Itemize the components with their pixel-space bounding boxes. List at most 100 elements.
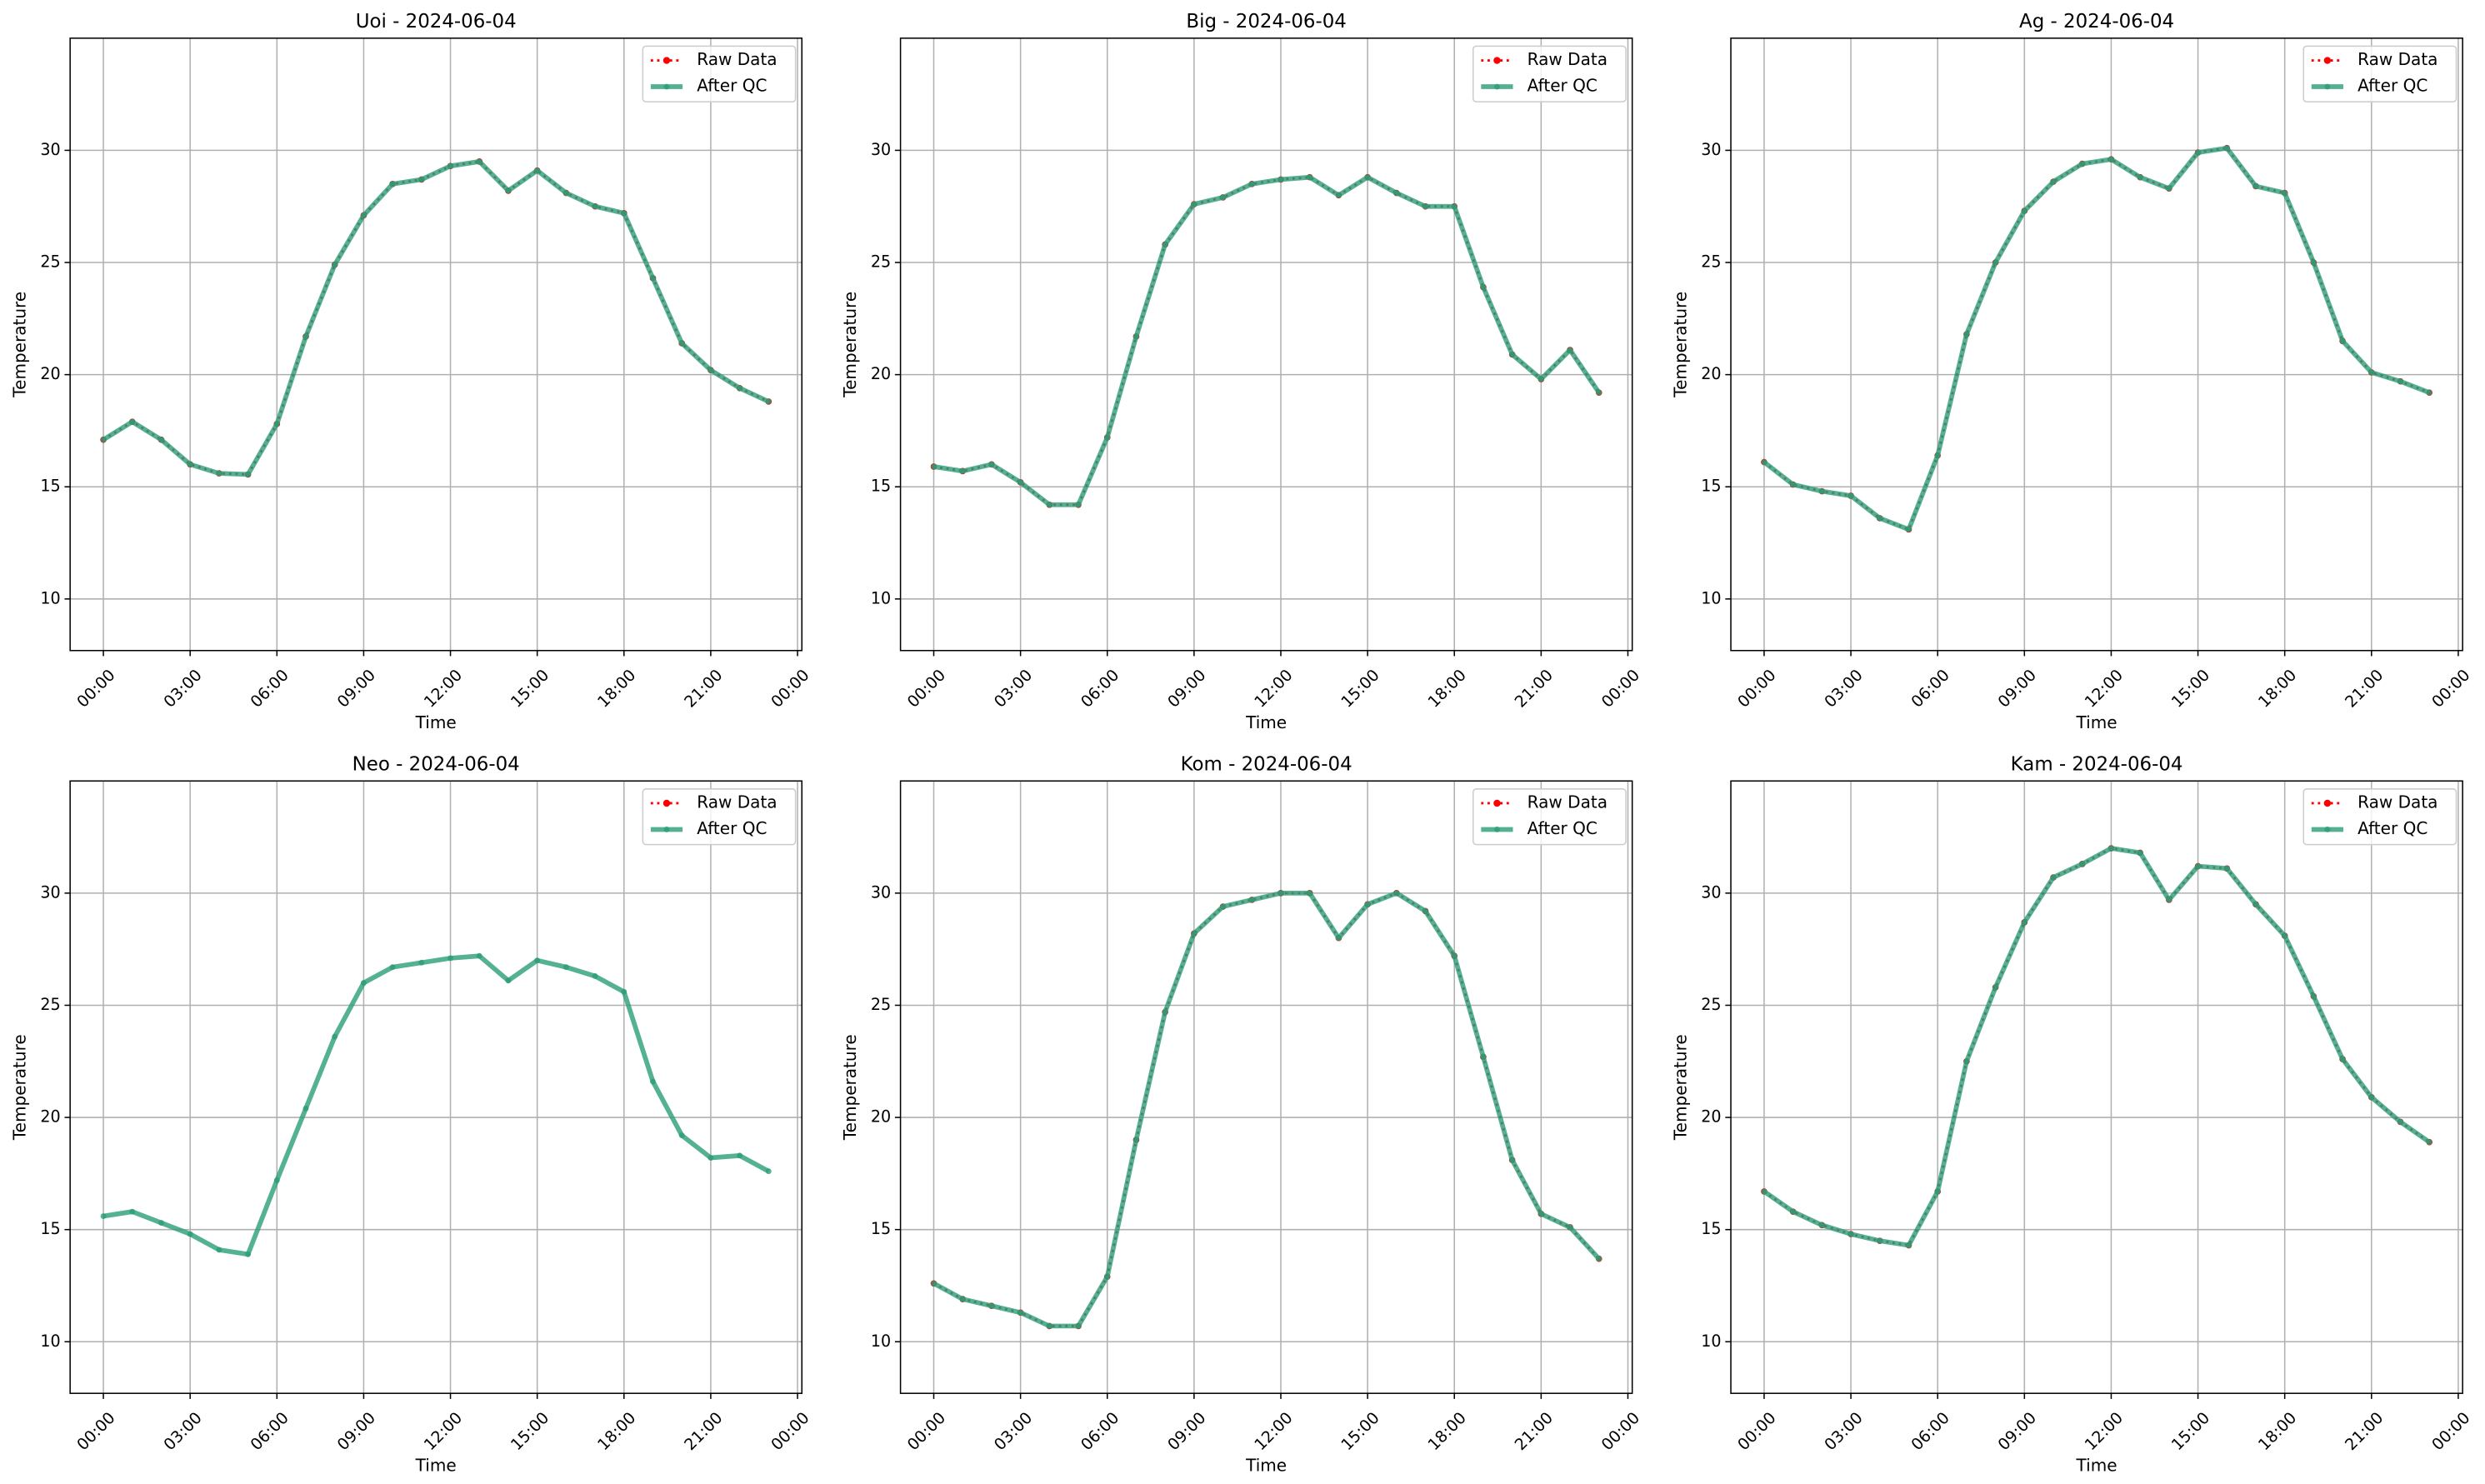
qc-marker xyxy=(1848,492,1854,499)
x-tick-label: 06:00 xyxy=(1908,666,1952,711)
legend: Raw Data After QC xyxy=(642,45,797,102)
qc-marker xyxy=(2166,897,2172,903)
qc-marker xyxy=(1018,1309,1024,1316)
qc-marker xyxy=(1162,242,1168,247)
x-tick-label: 00:00 xyxy=(2428,666,2473,711)
qc-marker xyxy=(2166,185,2172,192)
qc-marker xyxy=(1877,515,1883,522)
y-tick-label: 15 xyxy=(871,1220,891,1238)
legend-label: Raw Data xyxy=(2358,792,2438,812)
x-tick-label: 00:00 xyxy=(2428,1409,2473,1454)
qc-marker xyxy=(2398,378,2403,385)
qc-line xyxy=(1762,145,2431,532)
x-tick-label: 12:00 xyxy=(421,666,466,711)
qc-marker xyxy=(216,1247,222,1253)
x-tick-label: 18:00 xyxy=(594,666,639,711)
x-axis-label: Time xyxy=(415,712,457,732)
chart-title: Kam - 2024-06-04 xyxy=(2011,754,2183,776)
qc-marker xyxy=(2079,161,2086,167)
qc-marker xyxy=(2021,207,2028,214)
axes-frame xyxy=(69,37,802,652)
qc-marker xyxy=(2021,919,2028,926)
plot-area xyxy=(1731,37,2463,651)
x-tick-label: 09:00 xyxy=(1995,666,2040,711)
y-tick-label: 30 xyxy=(871,141,891,159)
qc-marker xyxy=(931,463,937,470)
qc-marker xyxy=(1133,1137,1139,1143)
plot-area xyxy=(900,37,1632,651)
qc-marker xyxy=(2282,932,2288,939)
y-axis-label: Temperature xyxy=(9,1034,29,1141)
qc-marker xyxy=(1906,1242,1912,1248)
qc-marker xyxy=(1335,935,1342,942)
plot-area xyxy=(900,781,1632,1394)
qc-marker xyxy=(988,461,995,467)
qc-marker xyxy=(1046,1322,1052,1329)
axes-frame xyxy=(1730,780,2463,1394)
y-axis-label: Temperature xyxy=(9,292,29,398)
qc-marker xyxy=(302,1105,309,1112)
x-tick-label: 00:00 xyxy=(768,1409,812,1454)
qc-marker xyxy=(621,988,628,995)
x-tick-label: 18:00 xyxy=(594,1409,639,1454)
qc-marker xyxy=(1509,351,1516,357)
qc-marker xyxy=(418,176,425,182)
qc-marker xyxy=(1422,203,1428,210)
qc-marker xyxy=(1818,488,1825,495)
qc-marker xyxy=(448,955,453,962)
qc-marker xyxy=(1248,897,1255,903)
legend-label: After QC xyxy=(697,76,767,96)
y-tick-label: 20 xyxy=(871,365,891,383)
qc-marker xyxy=(1790,1208,1797,1215)
x-axis-label: Time xyxy=(1245,1456,1287,1476)
legend-label: After QC xyxy=(697,818,767,838)
legend-marker xyxy=(2323,57,2332,64)
qc-marker xyxy=(737,385,743,392)
qc-marker xyxy=(678,1132,685,1139)
qc-marker xyxy=(2050,178,2057,185)
legend: Raw Data After QC xyxy=(1472,788,1627,846)
qc-marker xyxy=(245,471,252,477)
legend-label: Raw Data xyxy=(697,792,777,812)
chart-title: Neo - 2024-06-04 xyxy=(352,754,520,776)
qc-marker xyxy=(1220,903,1227,910)
legend-marker xyxy=(1493,827,1500,832)
qc-marker xyxy=(1364,901,1371,907)
legend-marker xyxy=(2324,827,2331,832)
qc-marker xyxy=(650,275,656,282)
x-tick-label: 00:00 xyxy=(73,666,118,711)
x-tick-label: 12:00 xyxy=(1251,666,1296,711)
qc-marker xyxy=(1790,482,1797,487)
x-tick-label: 18:00 xyxy=(1424,666,1469,711)
qc-marker xyxy=(562,964,569,971)
qc-marker xyxy=(1818,1222,1825,1228)
x-tick-label: 03:00 xyxy=(1821,666,1866,711)
x-tick-label: 00:00 xyxy=(1598,666,1643,711)
qc-marker xyxy=(1335,192,1342,198)
qc-marker xyxy=(2339,1056,2346,1062)
qc-marker xyxy=(1393,890,1400,897)
x-tick-label: 00:00 xyxy=(73,1409,118,1454)
y-tick-label: 20 xyxy=(40,365,60,383)
qc-marker xyxy=(1278,176,1284,182)
qc-marker xyxy=(931,1280,937,1287)
qc-marker xyxy=(448,162,453,169)
x-tick-label: 15:00 xyxy=(1338,666,1382,711)
y-tick-label: 15 xyxy=(40,477,60,496)
x-tick-label: 00:00 xyxy=(904,666,949,711)
y-tick-label: 15 xyxy=(871,477,891,496)
qc-marker xyxy=(1018,479,1024,486)
qc-marker xyxy=(678,340,685,347)
y-tick-label: 10 xyxy=(871,589,891,607)
x-axis-label: Time xyxy=(2076,712,2118,732)
axes-frame xyxy=(69,780,802,1394)
x-axis-label: Time xyxy=(415,1456,457,1476)
x-tick-label: 03:00 xyxy=(991,666,1036,711)
y-axis-label: Temperature xyxy=(1670,292,1690,398)
legend-marker xyxy=(2324,83,2331,90)
x-tick-label: 06:00 xyxy=(248,666,292,711)
qc-marker xyxy=(1934,1188,1941,1195)
qc-marker xyxy=(1307,174,1313,181)
y-tick-label: 30 xyxy=(1701,141,1721,159)
plot-area xyxy=(70,781,802,1394)
